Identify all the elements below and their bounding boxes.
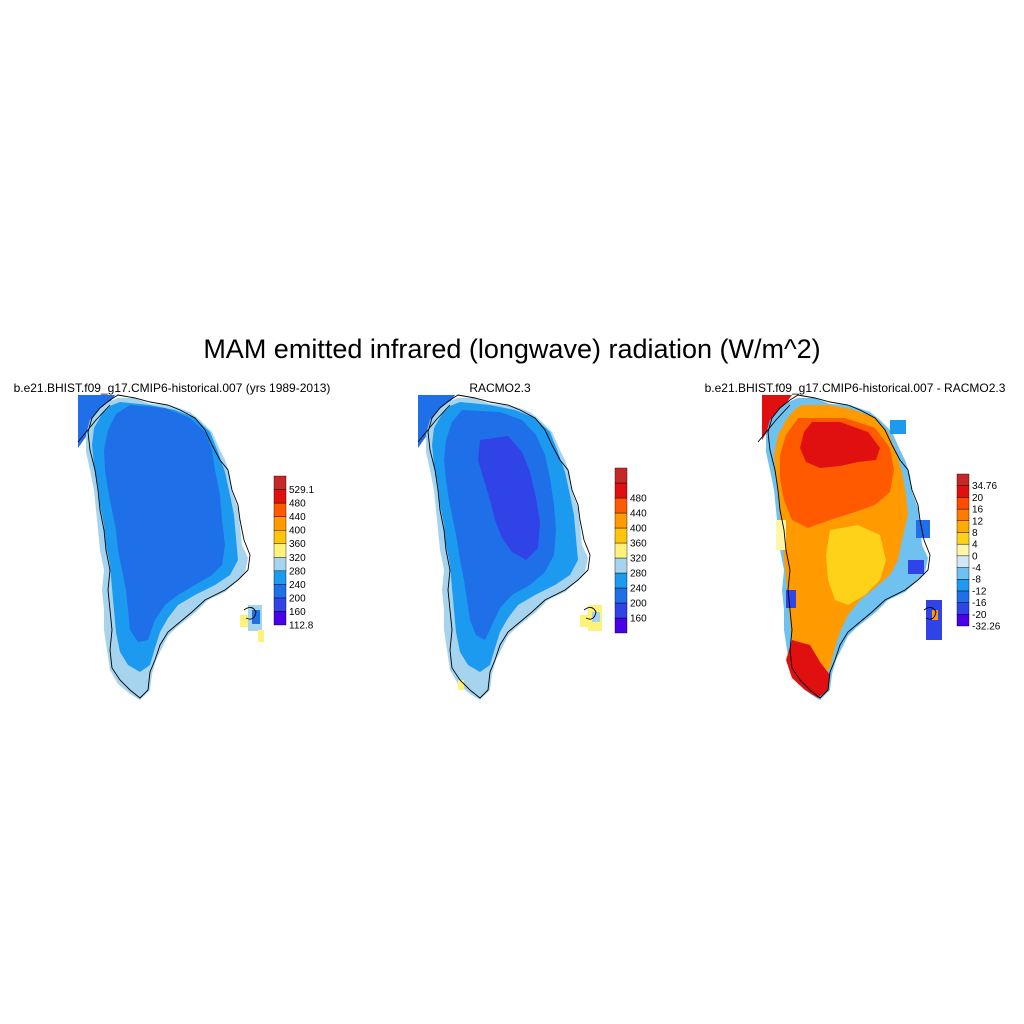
- colorbar-swatch: [614, 587, 628, 604]
- panel-1-title: b.e21.BHIST.f09_g17.CMIP6-historical.007…: [13, 381, 331, 395]
- colorbar-tick-label: -16: [972, 598, 987, 609]
- panel-1-ice-sheet-interior: [104, 405, 225, 642]
- colorbar-tick-label: 112.8: [289, 621, 314, 632]
- colorbar-tick-label: 200: [630, 599, 647, 610]
- colorbar-swatch: [273, 516, 287, 531]
- colorbar-tick-label: 280: [289, 566, 306, 577]
- colorbar-tick-label: 8: [972, 528, 978, 539]
- panel-3-ice-sheet-south-yellow: [826, 525, 886, 605]
- colorbar-swatch: [614, 467, 628, 484]
- panel-3-ellesmere-cells: [762, 395, 792, 440]
- panel-2-map: [417, 394, 602, 700]
- colorbar-tick-label: 360: [630, 539, 647, 550]
- colorbar-tick-label: 20: [972, 493, 984, 504]
- colorbar-tick-label: 400: [289, 526, 306, 537]
- colorbar-swatch: [614, 557, 628, 574]
- panel-3-map: [757, 394, 942, 700]
- colorbar-tick-label: 440: [289, 512, 306, 523]
- panel-1-colorbar: 112.8 160 200 240 280 320 360 400 440 480 529.1: [273, 475, 314, 632]
- colorbar-swatch: [273, 597, 287, 612]
- colorbar-tick-label: 0: [972, 551, 978, 562]
- colorbar-swatch: [956, 508, 970, 521]
- colorbar-swatch: [273, 584, 287, 599]
- colorbar-swatch: [273, 475, 287, 490]
- colorbar-tick-label: 400: [630, 524, 647, 535]
- colorbar-tick-label: 12: [972, 516, 984, 527]
- colorbar-tick-label: -12: [972, 586, 987, 597]
- colorbar-tick-label: 200: [289, 593, 306, 604]
- colorbar-swatch: [956, 590, 970, 603]
- colorbar-swatch: [956, 614, 970, 627]
- panel-2-title: RACMO2.3: [469, 381, 531, 395]
- colorbar-swatch: [614, 527, 628, 544]
- figure-title: MAM emitted infrared (longwave) radiatio…: [203, 334, 821, 364]
- colorbar-swatch: [273, 529, 287, 544]
- colorbar-tick-label: 16: [972, 505, 984, 516]
- colorbar-swatch: [956, 579, 970, 592]
- colorbar-swatch: [956, 543, 970, 557]
- colorbar-swatch: [956, 532, 970, 545]
- colorbar-swatch: [273, 543, 287, 558]
- colorbar-swatch: [273, 557, 287, 572]
- colorbar-swatch: [956, 567, 970, 580]
- colorbar-tick-label: 480: [289, 499, 306, 510]
- panel-3-title: b.e21.BHIST.f09_g17.CMIP6-historical.007…: [704, 381, 1006, 395]
- colorbar-tick-label: -32.26: [972, 622, 1001, 633]
- panel-2-colorbar: 160 200 240 280 320 360 400 440 480: [614, 467, 647, 634]
- colorbar-tick-label: 320: [630, 554, 647, 565]
- colorbar-swatch: [273, 611, 287, 626]
- colorbar-swatch: [273, 489, 287, 504]
- colorbar-swatch: [614, 497, 628, 514]
- colorbar-swatch: [956, 602, 970, 615]
- colorbar-swatch: [956, 555, 970, 568]
- colorbar-tick-label: 34.76: [972, 481, 997, 492]
- colorbar-swatch: [956, 520, 970, 533]
- colorbar-tick-label: -20: [972, 610, 987, 621]
- colorbar-tick-label: 160: [289, 607, 306, 618]
- colorbar-tick-label: 440: [630, 509, 647, 520]
- colorbar-tick-label: 280: [630, 569, 647, 580]
- colorbar-swatch: [273, 502, 287, 517]
- colorbar-swatch: [614, 617, 628, 634]
- colorbar-tick-label: -4: [972, 563, 981, 574]
- panel-1-map: [77, 394, 264, 700]
- colorbar-tick-label: 240: [630, 584, 647, 595]
- colorbar-swatch: [614, 482, 628, 499]
- colorbar-tick-label: 529.1: [289, 485, 314, 496]
- colorbar-swatch: [273, 570, 287, 585]
- colorbar-swatch: [614, 542, 628, 559]
- colorbar-swatch: [614, 602, 628, 619]
- colorbar-swatch: [956, 497, 970, 510]
- colorbar-tick-label: 160: [630, 614, 647, 625]
- panel-2-ice-sheet-core: [478, 436, 540, 560]
- colorbar-tick-label: 240: [289, 580, 306, 591]
- colorbar-tick-label: 360: [289, 539, 306, 550]
- colorbar-tick-label: 4: [972, 540, 978, 551]
- colorbar-swatch: [614, 512, 628, 529]
- colorbar-swatch: [956, 473, 970, 486]
- colorbar-swatch: [956, 485, 970, 498]
- colorbar-tick-label: 320: [289, 553, 306, 564]
- colorbar-tick-label: 480: [630, 494, 647, 505]
- colorbar-tick-label: -8: [972, 575, 981, 586]
- colorbar-swatch: [614, 572, 628, 589]
